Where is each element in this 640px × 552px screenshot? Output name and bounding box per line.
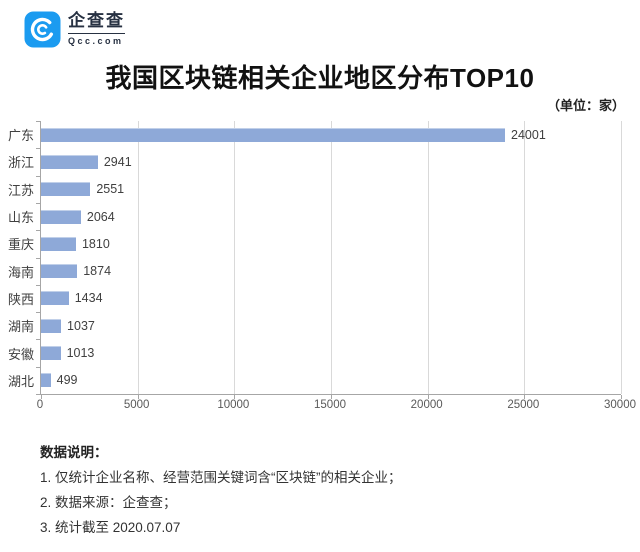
category-label: 湖南 (7, 319, 34, 335)
bar-row: 24001 (41, 121, 621, 148)
category-label: 海南 (7, 264, 34, 280)
note-item: 1. 仅统计企业名称、经营范围关键词含“区块链”的相关企业； (40, 470, 402, 485)
category-label: 山东 (7, 210, 34, 226)
y-axis-tick (36, 312, 40, 314)
logo-text: 企查查 Qcc.com (68, 11, 125, 46)
bar-row: 1013 (41, 339, 621, 366)
y-axis-tick (36, 366, 40, 368)
x-axis-tick (234, 395, 236, 399)
bar-row: 1434 (41, 285, 621, 312)
qcc-logo: 企查查 Qcc.com (24, 11, 125, 48)
category-label: 浙江 (7, 155, 34, 171)
bar (41, 373, 51, 388)
category-label: 湖北 (7, 373, 34, 389)
x-axis-tick (621, 395, 622, 399)
x-axis-tick (427, 395, 429, 399)
x-tick-label: 30000 (604, 399, 636, 411)
y-axis-category-labels: 广东浙江江苏山东重庆海南陕西湖南安徽湖北 (0, 121, 34, 394)
bar-row: 1037 (41, 312, 621, 339)
bar (41, 154, 98, 169)
bar (41, 182, 91, 197)
category-label: 重庆 (7, 237, 34, 253)
gridline (331, 121, 332, 394)
y-axis-tick (36, 121, 40, 122)
x-tick-label: 15000 (314, 399, 346, 411)
notes-heading: 数据说明： (40, 445, 108, 460)
bar (41, 236, 76, 251)
gridline (621, 121, 622, 394)
bar-row: 2551 (41, 176, 621, 203)
data-notes: 数据说明： 1. 仅统计企业名称、经营范围关键词含“区块链”的相关企业； 2. … (40, 440, 402, 540)
bar-row: 499 (41, 367, 621, 394)
gridline (234, 121, 236, 394)
y-axis-tick (36, 257, 40, 259)
value-label: 1013 (66, 346, 95, 361)
gridline (427, 121, 429, 394)
x-axis-tick (137, 395, 139, 399)
note-item: 2. 数据来源：企查查； (40, 495, 177, 510)
y-axis-tick (36, 148, 40, 150)
bar (41, 209, 81, 224)
y-axis-tick (36, 394, 40, 395)
bar (41, 127, 506, 142)
value-label: 1874 (83, 264, 112, 279)
logo-domain: Qcc.com (68, 36, 124, 46)
bar (41, 291, 69, 306)
gridline (137, 121, 139, 394)
category-label: 安徽 (7, 346, 34, 362)
category-label: 陕西 (7, 291, 34, 307)
logo-wordmark: 企查查 (68, 11, 125, 34)
x-tick-label: 5000 (123, 399, 150, 411)
qcc-logo-icon (24, 11, 61, 48)
x-tick-label: 0 (36, 399, 44, 411)
gridline (524, 121, 526, 394)
bar (41, 264, 78, 279)
y-axis-tick (36, 284, 40, 286)
y-axis-tick (36, 175, 40, 177)
value-label: 499 (56, 373, 78, 388)
bar-row: 2941 (41, 148, 621, 175)
plot-area: 24001 2941 2551 2064 1810 1874 1434 1037 1013 499 (36, 121, 622, 399)
y-axis-tick (36, 230, 40, 232)
value-label: 1810 (81, 236, 110, 251)
unit-label: （单位：家） (546, 98, 625, 113)
y-axis-tick (36, 202, 40, 204)
chart-title: 我国区块链相关企业地区分布TOP10 (105, 63, 535, 93)
x-tick-label: 10000 (217, 399, 250, 411)
bar (41, 346, 61, 361)
value-label: 24001 (511, 127, 546, 142)
x-axis-tick (524, 395, 526, 399)
value-label: 2064 (86, 209, 115, 224)
x-axis-tick-labels: 0 5000 10000 15000 20000 25000 30000 (36, 399, 636, 415)
value-label: 2551 (96, 182, 125, 197)
bar-row: 2064 (41, 203, 621, 230)
bar-row: 1810 (41, 230, 621, 257)
x-tick-label: 25000 (507, 399, 540, 411)
value-label: 1037 (67, 318, 95, 333)
value-label: 2941 (103, 154, 132, 169)
x-tick-label: 20000 (410, 399, 443, 411)
bar (41, 318, 62, 333)
value-label: 1434 (74, 291, 103, 306)
x-axis-tick (41, 395, 42, 399)
category-label: 广东 (7, 128, 34, 144)
y-axis-tick (36, 339, 40, 341)
bar-row: 1874 (41, 258, 621, 285)
x-axis-tick (331, 395, 332, 399)
category-label: 江苏 (7, 182, 34, 198)
note-item: 3. 统计截至 2020.07.07 (40, 520, 181, 535)
